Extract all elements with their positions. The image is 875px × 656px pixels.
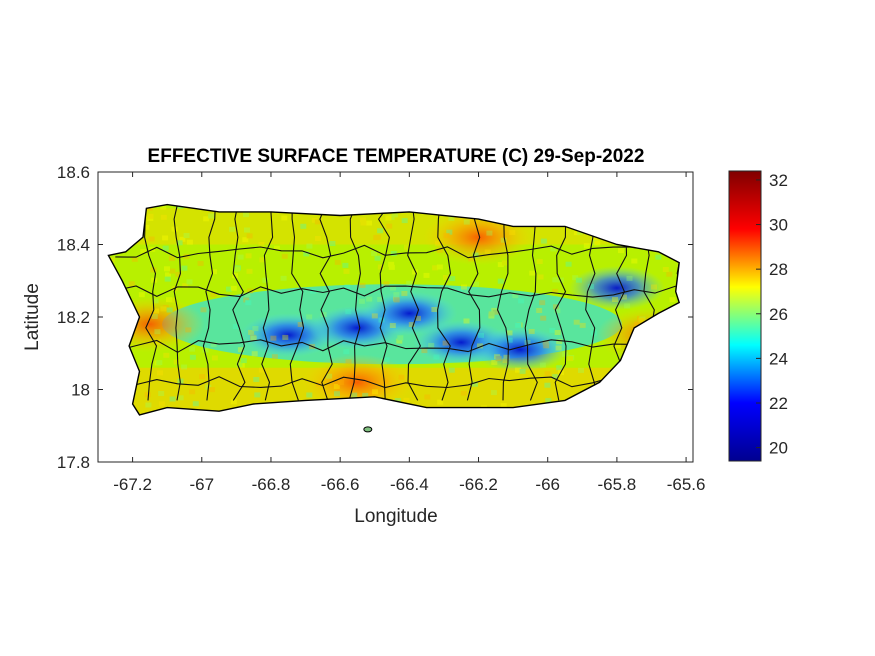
islet: [363, 426, 373, 433]
x-tick-label: -65.6: [667, 475, 706, 494]
colorbar-tick-label: 22: [769, 394, 788, 413]
colorbar-tick-label: 32: [769, 171, 788, 190]
y-tick-label: 17.8: [57, 453, 90, 472]
colorbar-ticks: 20 22 24 26 28 30 32: [756, 171, 788, 458]
colorbar-tick-label: 28: [769, 260, 788, 279]
cold-spot-3: [361, 291, 458, 336]
x-tick-label: -66.8: [252, 475, 291, 494]
colorbar-tick-label: 26: [769, 305, 788, 324]
y-tick-label: 18.4: [57, 236, 90, 255]
x-tick-label: -67: [189, 475, 214, 494]
colorbar-tick-label: 20: [769, 439, 788, 458]
x-axis-label: Longitude: [354, 506, 437, 527]
colorbar: [728, 170, 762, 462]
x-tick-label: -66: [535, 475, 560, 494]
x-tick-label: -65.8: [598, 475, 637, 494]
y-tick-label: 18.2: [57, 308, 90, 327]
colorbar-tick-label: 30: [769, 216, 788, 235]
x-tick-label: -67.2: [113, 475, 152, 494]
x-tick-label: -66.4: [390, 475, 429, 494]
colorbar-tick-label: 24: [769, 349, 788, 368]
x-tick-label: -66.6: [321, 475, 360, 494]
x-tick-label: -66.2: [459, 475, 498, 494]
y-axis: 17.8 18 18.2 18.4 18.6: [57, 163, 693, 472]
y-tick-label: 18: [71, 381, 90, 400]
cold-spot-5: [472, 327, 569, 372]
coastline: [107, 203, 681, 416]
y-axis-label: Latitude: [22, 283, 43, 351]
x-axis: -67.2 -67 -66.8 -66.6 -66.4 -66.2 -66 -65.8 -65.…: [113, 172, 705, 494]
chart-title: EFFECTIVE SURFACE TEMPERATURE (C) 29-Sep…: [148, 146, 645, 167]
y-tick-label: 18.6: [57, 163, 90, 182]
